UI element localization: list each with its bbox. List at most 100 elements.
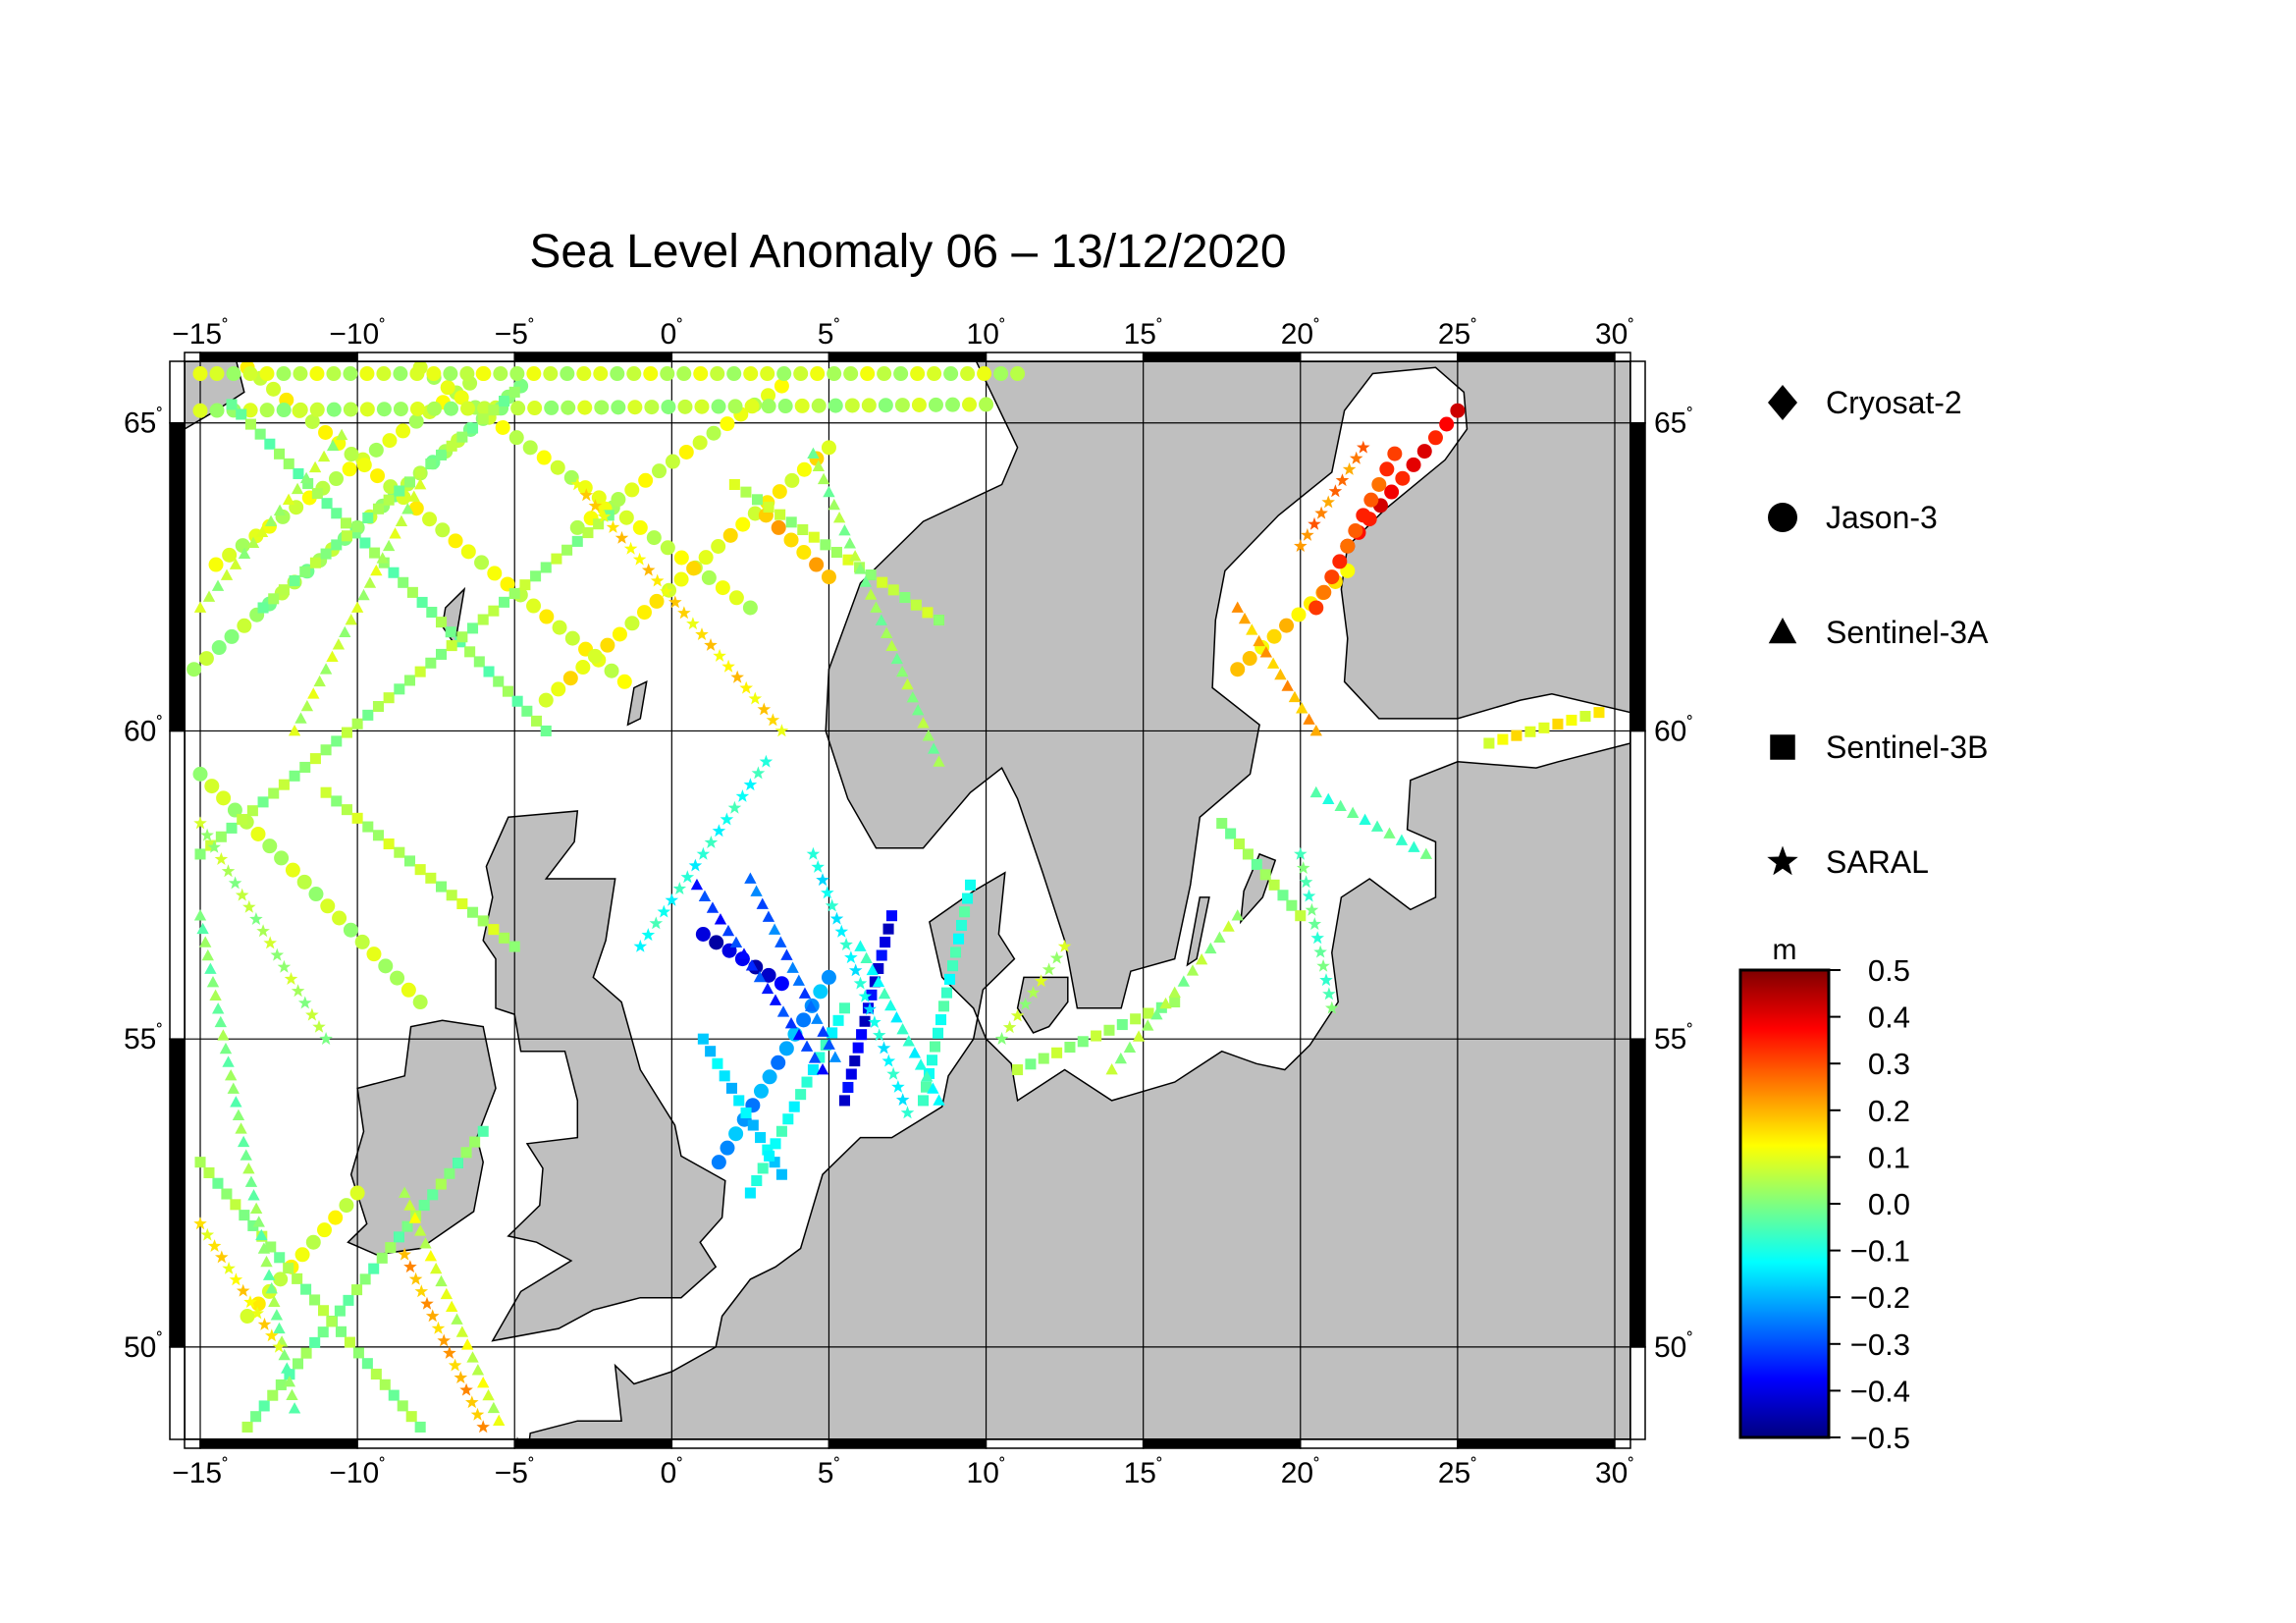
track-mark-star — [1002, 1020, 1017, 1034]
track-mark-circle — [944, 397, 960, 412]
frame-bar-left — [169, 421, 186, 732]
track-mark-square — [488, 924, 500, 936]
track-mark-star — [207, 1239, 222, 1252]
legend-label: SARAL — [1826, 844, 1929, 880]
track-mark-triangle — [291, 482, 304, 495]
frame-bar-top — [513, 352, 673, 362]
track-mark-triangle — [737, 947, 751, 959]
map-frame-bars — [169, 352, 1646, 1449]
track-mark-triangle — [774, 936, 787, 947]
track-mark-star — [739, 680, 753, 694]
track-mark-square — [359, 537, 371, 549]
track-mark-square — [751, 494, 764, 506]
track-mark-square — [869, 976, 881, 988]
track-mark-circle — [510, 401, 526, 416]
track-mark-square — [697, 1033, 709, 1045]
track-mark-circle — [235, 538, 250, 554]
track-mark-triangle — [424, 1250, 438, 1262]
track-mark-square — [922, 607, 934, 619]
track-mark-triangle — [246, 536, 260, 548]
track-mark-circle — [382, 433, 398, 449]
track-mark-square — [292, 1358, 304, 1370]
track-mark-circle — [910, 366, 926, 382]
track-mark-square — [1286, 899, 1298, 911]
track-mark-circle — [370, 468, 386, 484]
track-mark-square — [370, 1368, 382, 1380]
track-mark-triangle — [294, 712, 307, 724]
legend-star-icon — [1767, 845, 1798, 876]
track-mark-star — [236, 1283, 250, 1297]
track-mark-triangle — [1334, 799, 1347, 812]
track-mark-square — [887, 584, 899, 596]
track-mark-circle — [911, 397, 927, 412]
track-mark-triangle — [265, 1282, 278, 1294]
track-mark-square — [1277, 890, 1289, 901]
track-mark-circle — [328, 1210, 344, 1225]
frame-bar-top — [1300, 352, 1459, 362]
track-mark-star — [1302, 889, 1316, 902]
track-mark-circle — [443, 366, 458, 382]
track-mark-triangle — [1408, 840, 1420, 852]
lon-tick-label-top: 30˚ — [1595, 317, 1634, 351]
track-mark-circle — [616, 674, 632, 689]
track-mark-circle — [318, 424, 334, 440]
colorbar-unit: m — [1773, 934, 1797, 966]
track-mark-star — [291, 984, 305, 998]
track-mark-star — [454, 1371, 468, 1383]
track-mark-star — [704, 638, 718, 651]
track-mark-circle — [624, 482, 640, 498]
track-mark-triangle — [902, 1035, 915, 1047]
track-mark-triangle — [288, 724, 301, 736]
track-mark-square — [426, 607, 438, 619]
track-mark-triangle — [224, 1068, 238, 1081]
track-mark-square — [917, 1095, 930, 1107]
track-mark-circle — [378, 958, 394, 974]
track-mark-triangle — [363, 576, 377, 588]
track-mark-triangle — [466, 1351, 479, 1363]
track-mark-circle — [649, 593, 665, 609]
track-mark-square — [1268, 879, 1280, 891]
track-mark-square — [264, 438, 276, 450]
track-mark-square — [551, 553, 562, 565]
track-mark-square — [775, 1125, 787, 1137]
track-mark-square — [774, 509, 786, 520]
track-mark-square — [1233, 838, 1246, 850]
track-mark-star — [193, 1217, 207, 1230]
track-mark-triangle — [281, 1362, 294, 1374]
track-mark-square — [320, 548, 332, 560]
track-mark-circle — [742, 600, 758, 616]
legend-triangle-icon — [1768, 618, 1797, 644]
track-mark-circle — [412, 995, 428, 1010]
track-mark-triangle — [211, 579, 225, 591]
track-mark-circle — [487, 566, 503, 581]
track-mark-circle — [262, 839, 278, 854]
track-mark-square — [493, 676, 505, 687]
track-mark-star — [696, 846, 711, 860]
track-mark-square — [257, 602, 269, 614]
track-mark-square — [782, 1113, 794, 1125]
track-mark-triangle — [240, 1149, 252, 1161]
track-mark-square — [194, 848, 206, 860]
track-mark-square — [403, 476, 416, 488]
track-mark-square — [499, 395, 510, 407]
track-mark-circle — [368, 442, 384, 458]
track-mark-star — [470, 1407, 485, 1421]
track-mark-circle — [778, 1041, 794, 1056]
track-mark-square — [953, 933, 965, 945]
track-mark-square — [362, 821, 374, 833]
track-mark-star — [229, 1272, 243, 1286]
track-mark-square — [311, 488, 323, 500]
colorbar: m 0.5 0.4 0.3 0.2 0.1 0.0 −0.1 −0.2 −0.3 −0.4 −0.5 — [1738, 934, 1910, 1455]
track-mark-circle — [626, 366, 642, 382]
track-mark-square — [444, 1167, 455, 1179]
track-mark-circle — [426, 401, 442, 416]
track-mark-circle — [562, 671, 578, 686]
frame-bar-top — [828, 352, 988, 362]
track-mark-star — [632, 552, 647, 566]
track-mark-triangle — [792, 1028, 806, 1041]
track-mark-triangle — [798, 987, 812, 999]
figure-title: Sea Level Anomaly 06 – 13/12/2020 — [529, 226, 1286, 278]
track-mark-circle — [711, 399, 726, 414]
track-mark-square — [530, 570, 542, 582]
track-mark-star — [704, 836, 719, 848]
